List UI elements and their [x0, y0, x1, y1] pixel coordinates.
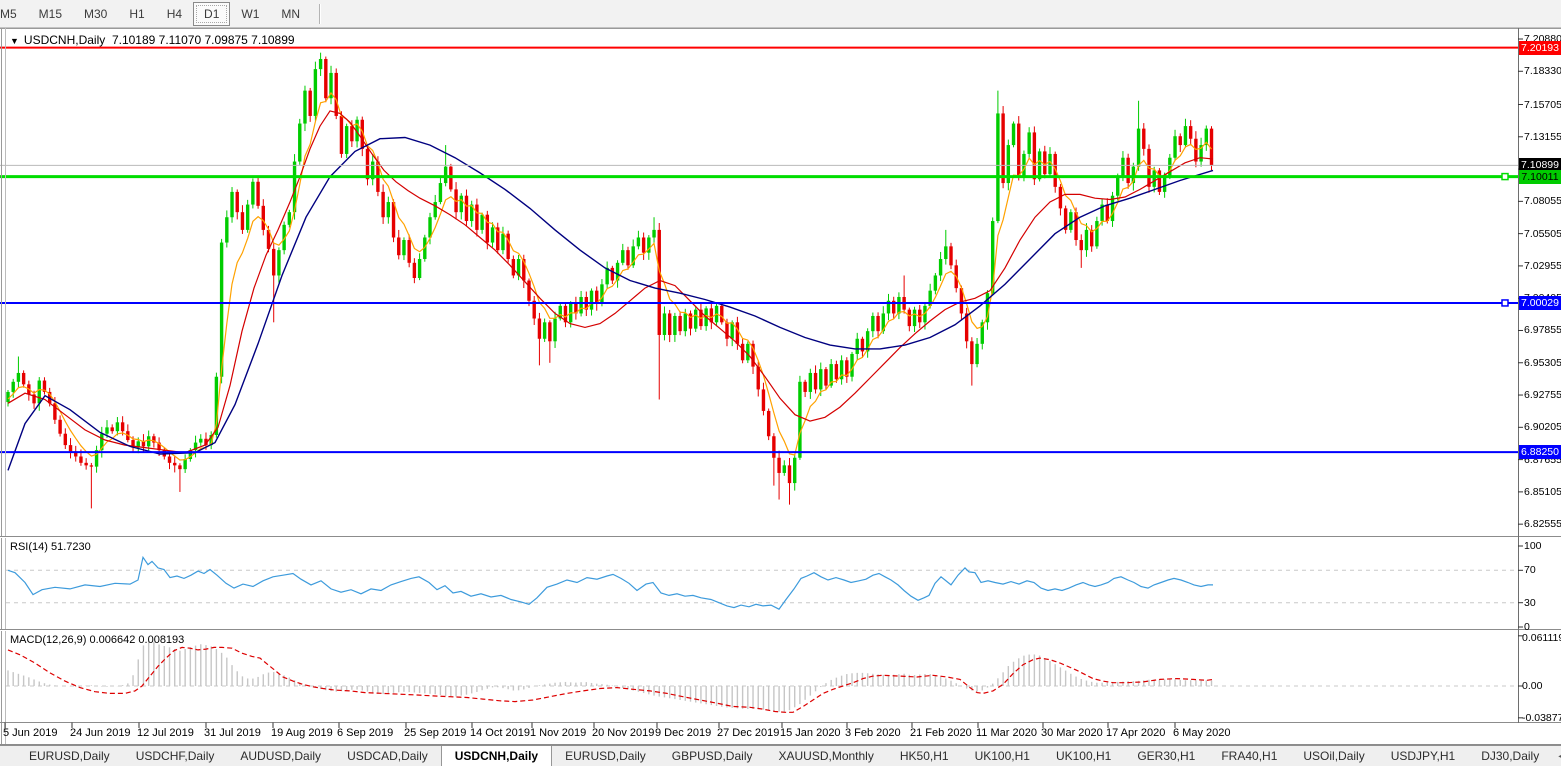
- price-tick-label: 7.15705: [1524, 98, 1561, 111]
- timeframe-toolbar: M5 M15 M30 H1 H4 D1 W1 MN: [0, 0, 1561, 28]
- timeframe-button-m30[interactable]: M30: [84, 6, 108, 21]
- price-tick-label: 6.92755: [1524, 389, 1561, 402]
- tab-usoil-daily[interactable]: USOil,Daily: [1303, 749, 1365, 763]
- date-label: 24 Jun 2019: [70, 727, 131, 739]
- timeframe-button-m5[interactable]: M5: [0, 6, 17, 21]
- date-label: 17 Apr 2020: [1106, 727, 1166, 739]
- tab-gbpusd-daily[interactable]: GBPUSD,Daily: [671, 749, 753, 763]
- price-badge: 7.20193: [1519, 40, 1561, 55]
- tab-usdcad-daily[interactable]: USDCAD,Daily: [347, 749, 428, 763]
- macd-histogram: [7, 641, 1213, 713]
- rsi-tick-label: 30: [1524, 596, 1536, 609]
- price-badge: 7.00029: [1519, 295, 1561, 310]
- tab-uk100-h1[interactable]: UK100,H1: [1055, 749, 1112, 763]
- tab-usdjpy-h1[interactable]: USDJPY,H1: [1390, 749, 1456, 763]
- date-label: 5 Jun 2019: [3, 727, 58, 739]
- price-tick-label: 7.08055: [1524, 195, 1561, 208]
- chart-title: ▼ USDCNH,Daily 7.10189 7.11070 7.09875 7.…: [10, 33, 295, 47]
- date-label: 14 Oct 2019: [470, 727, 530, 739]
- price-tick-label: 7.05505: [1524, 227, 1561, 240]
- price-tick-label: 7.18330: [1524, 65, 1561, 78]
- date-label: 15 Jan 2020: [780, 727, 841, 739]
- price-badge: 7.10011: [1519, 169, 1561, 184]
- ma-slow-line: [7, 136, 1214, 471]
- date-label: 27 Dec 2019: [717, 727, 780, 739]
- price-tick-label: 6.95305: [1524, 356, 1561, 369]
- timeframe-button-h4[interactable]: H4: [166, 6, 183, 21]
- date-label: 21 Feb 2020: [910, 727, 972, 739]
- date-label: 31 Jul 2019: [204, 727, 261, 739]
- timeframe-button-d1[interactable]: D1: [193, 1, 231, 26]
- price-tick-label: 6.85105: [1524, 485, 1561, 498]
- macd-label: MACD(12,26,9) 0.006642 0.008193: [10, 634, 185, 646]
- date-label: 25 Sep 2019: [404, 727, 467, 739]
- date-label: 19 Aug 2019: [271, 727, 333, 739]
- toolbar-separator: [319, 3, 322, 24]
- tab-usdcnh-daily[interactable]: USDCNH,Daily: [440, 746, 553, 766]
- tab-ger30-h1[interactable]: GER30,H1: [1137, 749, 1196, 763]
- chart-title-ohlc: 7.10189 7.11070 7.09875 7.10899: [111, 33, 295, 47]
- tab-xauusd-monthly[interactable]: XAUUSD,Monthly: [778, 749, 874, 763]
- hline-handle[interactable]: [1501, 299, 1509, 307]
- macd-tick-label: 0.00: [1522, 680, 1543, 692]
- tabbar-scroll-left[interactable]: ◂: [1558, 750, 1561, 762]
- date-label: 30 Mar 2020: [1041, 727, 1103, 739]
- macd-signal-line: [7, 646, 1214, 713]
- price-badge: 7.10899: [1519, 158, 1561, 173]
- timeframe-button-m15[interactable]: M15: [38, 6, 63, 21]
- price-tick-label: 6.97855: [1524, 324, 1561, 337]
- chart-title-symbol: USDCNH,Daily: [23, 33, 106, 47]
- date-label: 3 Feb 2020: [845, 727, 901, 739]
- price-tick-label: 6.82555: [1524, 518, 1561, 531]
- tab-eurusd-daily[interactable]: EURUSD,Daily: [565, 749, 646, 763]
- tab-audusd-daily[interactable]: AUDUSD,Daily: [240, 749, 322, 763]
- date-label: 9 Dec 2019: [655, 727, 712, 739]
- price-tick-label: 6.90205: [1524, 421, 1561, 434]
- price-tick-label: 7.02955: [1524, 259, 1561, 272]
- price-badge: 6.88250: [1519, 445, 1561, 460]
- date-label: 12 Jul 2019: [137, 727, 194, 739]
- rsi-line: [7, 555, 1213, 610]
- date-label: 6 Sep 2019: [337, 727, 394, 739]
- date-label: 20 Nov 2019: [592, 727, 655, 739]
- candles-layer: [6, 52, 1214, 509]
- chart-dropdown-icon[interactable]: ▼: [10, 36, 19, 46]
- symbol-tabbar: EURUSD,Daily USDCHF,Daily AUDUSD,Daily USDC…: [0, 745, 1561, 766]
- tab-usdchf-daily[interactable]: USDCHF,Daily: [135, 749, 215, 763]
- timeframe-button-w1[interactable]: W1: [241, 6, 260, 21]
- chart-canvas[interactable]: [0, 28, 1561, 745]
- rsi-label: RSI(14) 51.7230: [10, 541, 91, 553]
- tab-dj30-daily[interactable]: DJ30,Daily: [1481, 749, 1540, 763]
- tab-hk50-h1[interactable]: HK50,H1: [899, 749, 949, 763]
- macd-tick-label: -0.03877: [1522, 711, 1561, 724]
- timeframe-button-mn[interactable]: MN: [281, 6, 301, 21]
- rsi-tick-label: 0: [1524, 621, 1530, 633]
- tab-fra40-h1[interactable]: FRA40,H1: [1221, 749, 1278, 763]
- tab-uk100-h1[interactable]: UK100,H1: [974, 749, 1030, 763]
- tab-eurusd-daily[interactable]: EURUSD,Daily: [29, 749, 110, 763]
- macd-tick-label: 0.061119: [1522, 632, 1561, 644]
- date-label: 1 Nov 2019: [530, 727, 587, 739]
- chart-window: ▼ USDCNH,Daily 7.10189 7.11070 7.09875 7.…: [0, 28, 1561, 745]
- date-label: 6 May 2020: [1173, 727, 1231, 739]
- rsi-tick-label: 70: [1524, 564, 1536, 577]
- price-tick-label: 7.13155: [1524, 130, 1561, 143]
- timeframe-button-h1[interactable]: H1: [129, 6, 145, 21]
- date-label: 11 Mar 2020: [976, 727, 1037, 739]
- rsi-tick-label: 100: [1524, 540, 1542, 552]
- hline-handle[interactable]: [1501, 172, 1509, 181]
